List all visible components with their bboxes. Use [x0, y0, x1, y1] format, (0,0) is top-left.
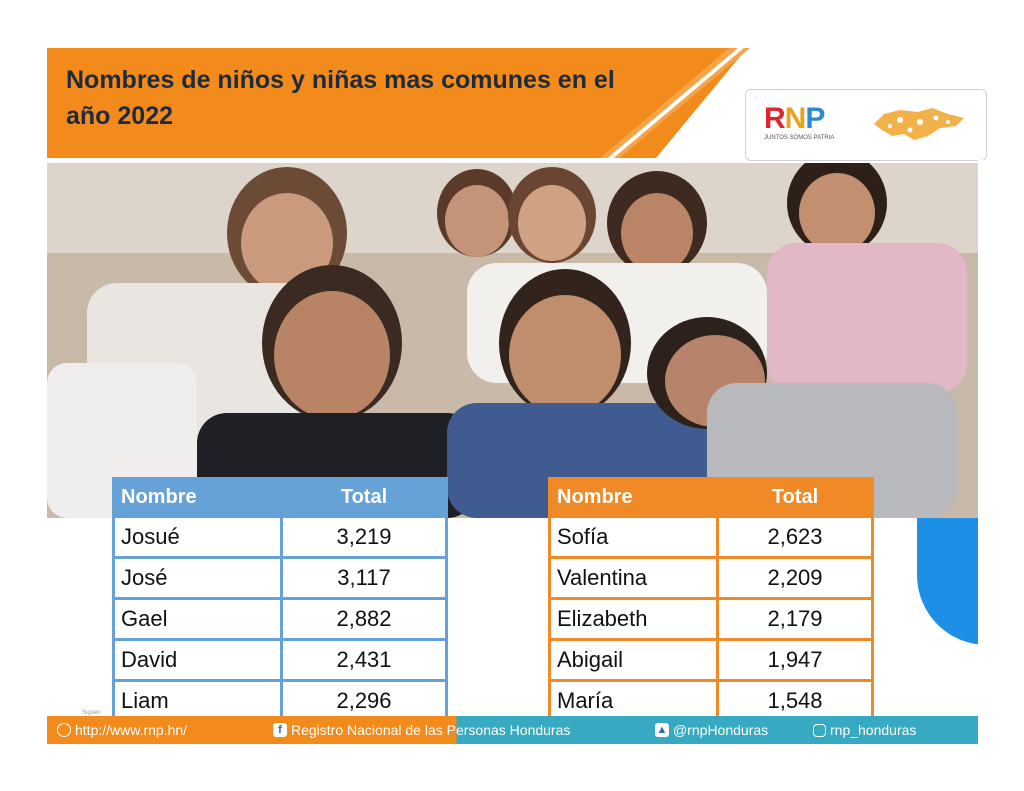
name-cell: Elizabeth [548, 597, 719, 641]
total-cell: 3,117 [280, 556, 448, 600]
name-cell: David [112, 638, 283, 682]
table-row: José 3,117 [112, 556, 448, 600]
name-cell: José [112, 556, 283, 600]
girls-names-table: Nombre Total Sofía 2,623 Valentina 2,209… [548, 477, 874, 723]
page-title: Nombres de niños y niñas mas comunes en … [66, 66, 615, 130]
table-row: David 2,431 [112, 638, 448, 682]
table-row: Elizabeth 2,179 [548, 597, 874, 641]
table-row: Josué 3,219 [112, 515, 448, 559]
total-cell: 2,209 [716, 556, 874, 600]
total-cell: 2,296 [280, 679, 448, 723]
total-cell: 2,179 [716, 597, 874, 641]
twitter-icon: ▲ [655, 723, 669, 737]
instagram-link[interactable]: rnp_honduras [830, 722, 917, 738]
table-header-row: Nombre Total [548, 477, 874, 518]
name-cell: Abigail [548, 638, 719, 682]
footer-facebook[interactable]: f Registro Nacional de las Personas Hond… [273, 722, 570, 738]
rnp-logo-n: N [784, 102, 807, 135]
column-header-name: Nombre [112, 477, 283, 518]
table-row: Gael 2,882 [112, 597, 448, 641]
facebook-icon: f [273, 723, 287, 737]
rnp-logo-r: R [764, 102, 786, 135]
name-cell: Josué [112, 515, 283, 559]
footer-instagram[interactable]: rnp_honduras [813, 722, 916, 738]
instagram-icon [813, 723, 826, 737]
total-cell: 2,623 [716, 515, 874, 559]
table-row: Valentina 2,209 [548, 556, 874, 600]
children-photo-illustration [47, 163, 978, 518]
total-cell: 3,219 [280, 515, 448, 559]
total-cell: 2,882 [280, 597, 448, 641]
total-cell: 2,431 [280, 638, 448, 682]
table-row: Abigail 1,947 [548, 638, 874, 682]
footer-twitter[interactable]: ▲ @rnpHonduras [655, 722, 768, 738]
footer-bar: http://www.rnp.hn/ f Registro Nacional d… [47, 716, 978, 744]
rnp-logo-p: P [805, 102, 825, 135]
siguen-note: Siguen [82, 710, 101, 716]
column-header-total: Total [716, 477, 874, 518]
table-row: Sofía 2,623 [548, 515, 874, 559]
name-cell: Sofía [548, 515, 719, 559]
globe-icon [57, 723, 71, 737]
twitter-link[interactable]: @rnpHonduras [673, 722, 769, 738]
column-header-total: Total [280, 477, 448, 518]
children-photo [47, 163, 978, 518]
facebook-link[interactable]: Registro Nacional de las Personas Hondur… [291, 722, 571, 738]
total-cell: 1,548 [716, 679, 874, 723]
footer-website[interactable]: http://www.rnp.hn/ [57, 722, 187, 738]
table-header-row: Nombre Total [112, 477, 448, 518]
total-cell: 1,947 [716, 638, 874, 682]
logo-box: RNP JUNTOS SOMOS PATRIA [745, 89, 987, 161]
rnp-tagline: JUNTOS SOMOS PATRIA [764, 135, 835, 141]
column-header-name: Nombre [548, 477, 719, 518]
table-row: Liam 2,296 [112, 679, 448, 723]
name-cell: Gael [112, 597, 283, 641]
name-cell: Valentina [548, 556, 719, 600]
boys-names-table: Nombre Total Josué 3,219 José 3,117 Gael… [112, 477, 448, 723]
honduras-map-icon [874, 108, 964, 140]
rnp-logo: RNP JUNTOS SOMOS PATRIA [764, 104, 860, 148]
website-link[interactable]: http://www.rnp.hn/ [75, 722, 188, 738]
